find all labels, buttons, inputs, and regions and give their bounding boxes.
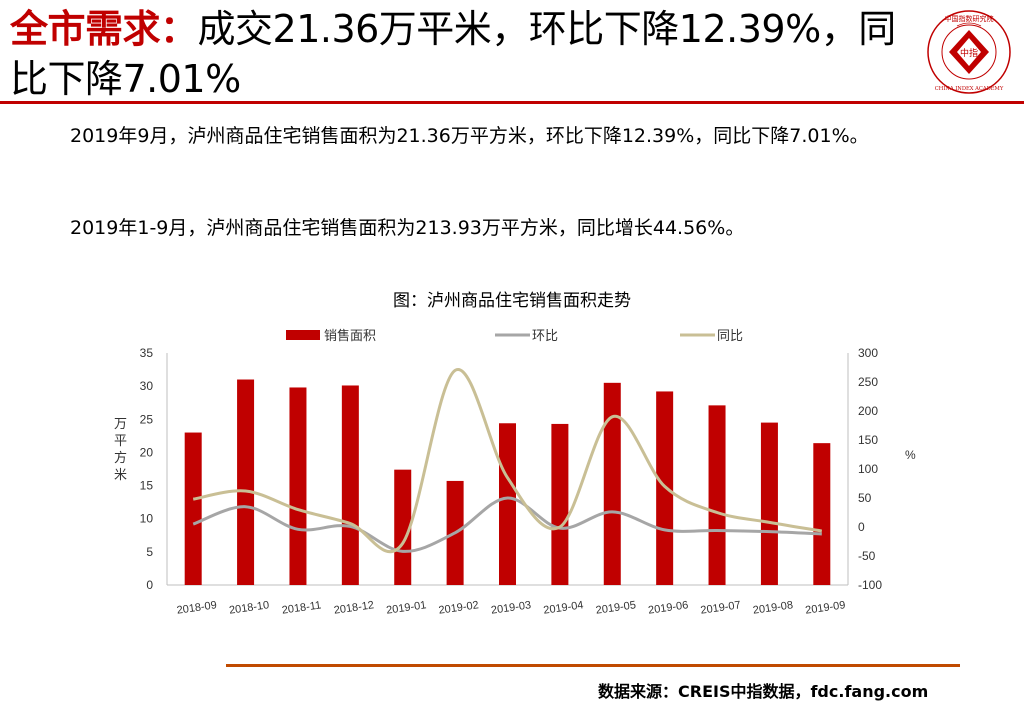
bar-2019-04 [551, 423, 569, 585]
x-tick-label: 2019-09 [805, 599, 847, 617]
x-tick-label: 2019-03 [490, 599, 532, 617]
y-tick-label: 5 [146, 545, 153, 559]
y2-tick-label: 250 [858, 375, 878, 389]
logo-bottom-text: CHINA INDEX ACADEMY [935, 86, 1004, 92]
x-tick-label: 2018-10 [228, 599, 270, 617]
y-tick-label: 0 [146, 578, 153, 592]
x-tick-label: 2018-11 [281, 599, 322, 616]
legend-label-yoy: 同比 [717, 329, 743, 344]
legend-swatch-bar [286, 330, 320, 340]
y-tick-label: 20 [140, 445, 154, 459]
line-series-yoy [192, 368, 823, 554]
y-tick-label: 10 [140, 512, 154, 526]
x-tick-label: 2019-08 [752, 599, 794, 617]
paragraph-2-text: 2019年1-9月，泸州商品住宅销售面积为213.93万平方米，同比增长44.5… [70, 217, 745, 239]
x-tick-label: 2018-12 [333, 599, 375, 617]
bar-2019-07 [708, 405, 726, 585]
x-tick-label: 2019-02 [438, 599, 480, 617]
data-source: 数据来源：CREIS中指数据，fdc.fang.com [598, 682, 929, 701]
bar-2018-11 [289, 387, 307, 585]
bar-2019-01 [394, 469, 412, 585]
sales-area-chart: 0 5 10 15 20 25 30 35 -100 -50 0 50 100 150 200 250 300 万… [114, 328, 916, 617]
x-tick-label: 2019-06 [647, 599, 689, 617]
china-index-academy-logo: 中国指数研究院 中指 CHINA INDEX ACADEMY [927, 10, 1011, 94]
title-divider [0, 101, 1024, 104]
y2-tick-label: 200 [858, 404, 878, 418]
bar-2018-10 [237, 379, 255, 585]
footer-divider [226, 664, 960, 667]
bar-2019-08 [760, 422, 778, 585]
legend-label-bar: 销售面积 [324, 328, 376, 344]
x-tick-label: 2019-07 [700, 599, 742, 617]
page-title-highlight: 全市需求： [10, 7, 198, 51]
bar-2019-03 [499, 423, 516, 585]
bar-2018-09 [184, 432, 202, 585]
y2-axis-label: % [905, 448, 916, 462]
x-tick-label: 2019-05 [595, 599, 637, 617]
logo-center-text: 中指 [960, 47, 978, 59]
paragraph-1-text: 2019年9月，泸州商品住宅销售面积为21.36万平方米，环比下降12.39%，… [70, 125, 869, 147]
y-tick-label: 25 [140, 412, 154, 426]
y-axis-label: 万平方米 [114, 417, 127, 483]
y2-tick-label: 50 [858, 491, 872, 505]
x-tick-label: 2019-01 [385, 599, 427, 617]
bar-2019-09 [813, 443, 831, 585]
paragraph-2: 2019年1-9月，泸州商品住宅销售面积为213.93万平方米，同比增长44.5… [36, 210, 1006, 247]
chart-title: 图：泸州商品住宅销售面积走势 [393, 291, 631, 311]
y2-tick-label: -50 [858, 549, 876, 563]
x-tick-label: 2018-09 [176, 599, 218, 617]
y-tick-label: 35 [140, 346, 154, 360]
bar-2018-12 [341, 385, 359, 585]
page-title-rest: 成交21.36万平米，环比下降12.39%，同比下降7.01% [10, 7, 896, 101]
y-tick-label: 30 [140, 379, 154, 393]
y2-tick-label: -100 [858, 578, 882, 592]
logo-top-text: 中国指数研究院 [945, 14, 994, 23]
paragraph-1: 2019年9月，泸州商品住宅销售面积为21.36万平方米，环比下降12.39%，… [36, 118, 1006, 155]
bar-2019-05 [603, 382, 621, 585]
line-series-mom [192, 496, 822, 553]
legend-label-mom: 环比 [532, 329, 558, 344]
y2-tick-label: 100 [858, 462, 878, 476]
page-title: 全市需求：成交21.36万平米，环比下降12.39%，同比下降7.01% [10, 4, 915, 104]
y-tick-label: 15 [140, 479, 154, 493]
y2-tick-label: 300 [858, 346, 878, 360]
y2-tick-label: 150 [858, 433, 878, 447]
x-tick-label: 2019-04 [543, 599, 585, 617]
y2-tick-label: 0 [858, 520, 865, 534]
